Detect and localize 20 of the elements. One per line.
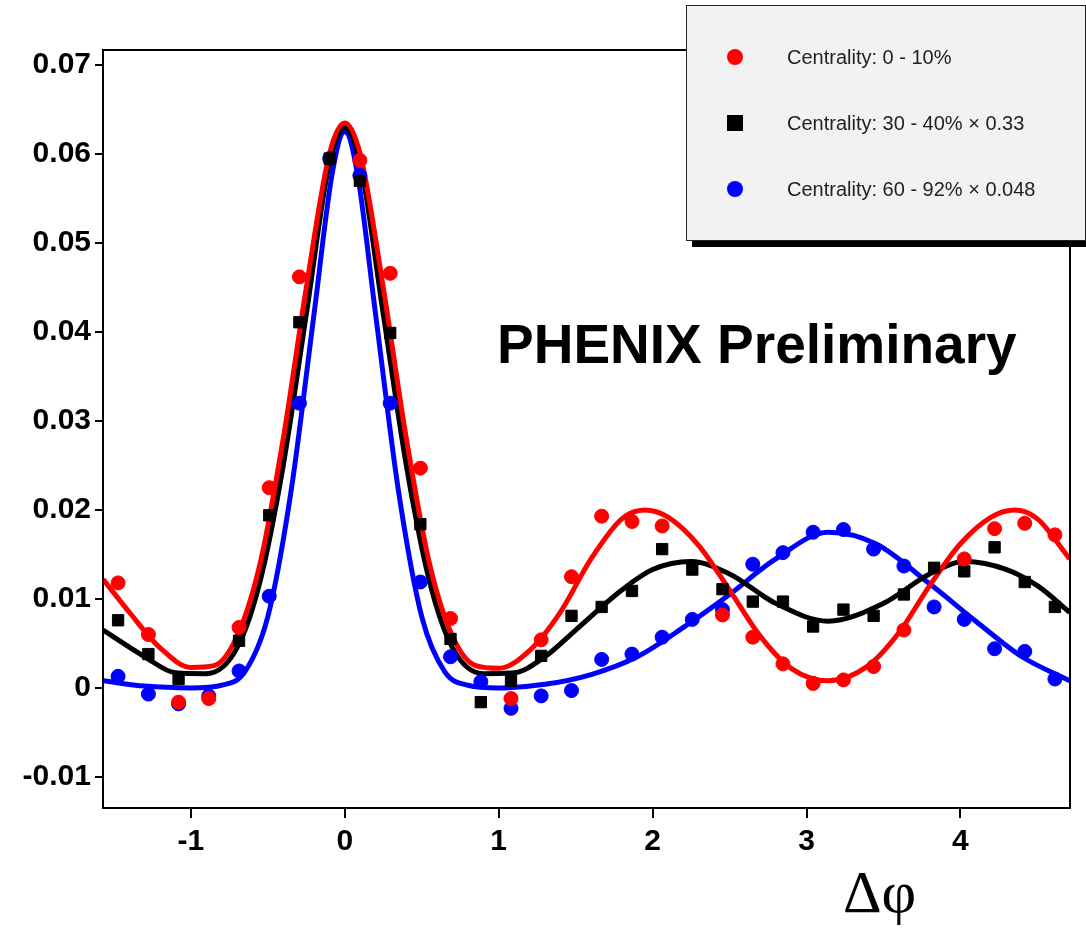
x-tick-label: 2: [644, 823, 661, 857]
x-tick-label: 4: [952, 823, 970, 857]
x-tick-label: -1: [177, 823, 205, 857]
annotation: PHENIX Preliminary: [497, 312, 1017, 376]
legend-label: Centrality: 60 - 92% × 0.048: [787, 177, 1036, 201]
y-tick-label: 0.03: [32, 402, 91, 436]
x-tick-label: 3: [798, 823, 815, 857]
y-tick-label: 0.02: [32, 491, 91, 525]
y-tick-label: 0.04: [32, 313, 92, 347]
y-tick-label: 0.06: [32, 135, 91, 169]
legend-label: Centrality: 30 - 40% × 0.33: [787, 111, 1025, 135]
x-tick-label: 1: [490, 823, 508, 857]
y-tick-label: 0: [74, 669, 91, 703]
legend-label: Centrality: 0 - 10%: [787, 45, 952, 69]
y-tick-label: 0.05: [32, 224, 91, 258]
y-tick-label: 0.01: [32, 580, 91, 614]
y-tick-label: 0.07: [32, 46, 91, 80]
y-tick-label: -0.01: [22, 758, 91, 792]
x-axis-title: Δφ: [843, 858, 917, 927]
x-tick-label: 0: [336, 823, 354, 857]
